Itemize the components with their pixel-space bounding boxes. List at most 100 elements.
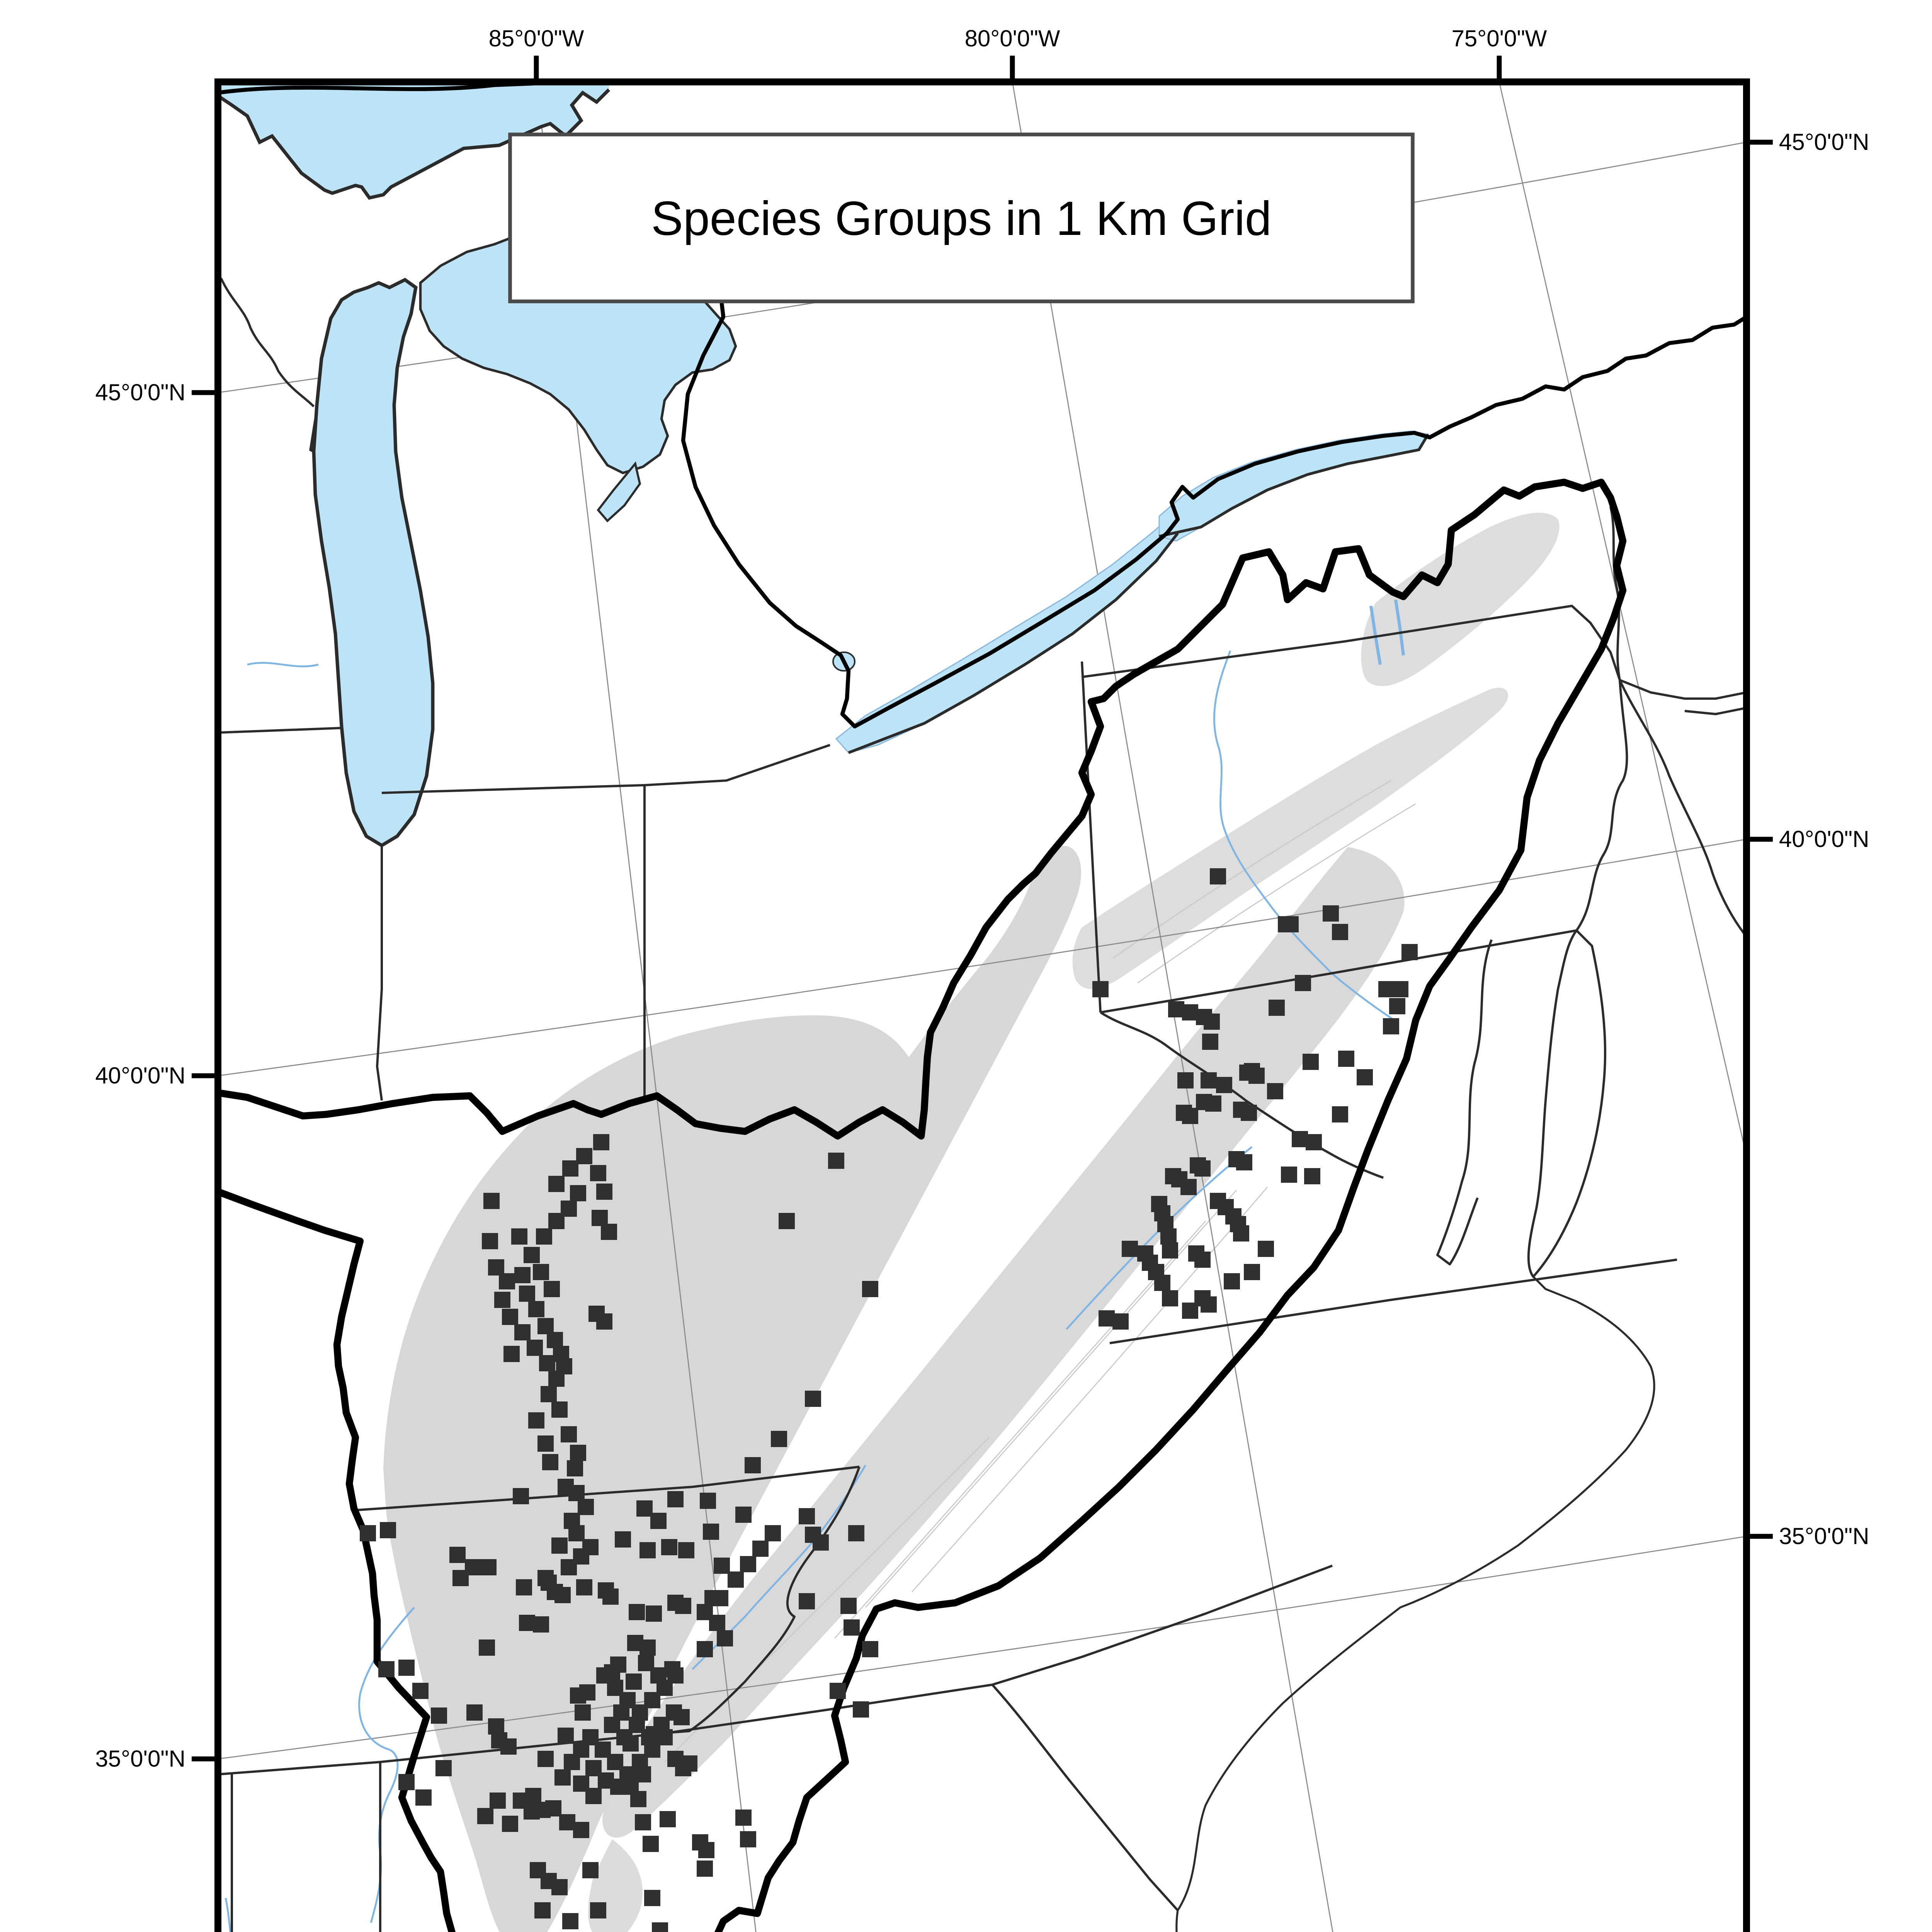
spider-marker (562, 1913, 578, 1929)
spider-marker (1357, 1069, 1373, 1085)
spider-marker (582, 1539, 599, 1555)
spider-marker (596, 1313, 612, 1330)
spider-marker (650, 1513, 667, 1529)
spider-marker (480, 1559, 497, 1575)
spider-marker (431, 1708, 447, 1724)
spider-marker (412, 1683, 429, 1699)
spider-marker (740, 1831, 756, 1847)
spider-marker (524, 1247, 540, 1263)
spider-marker (779, 1213, 795, 1229)
spider-marker (697, 1861, 713, 1877)
tick-label: 35°0'0"N (95, 1746, 185, 1772)
spider-marker (622, 1735, 639, 1752)
spider-marker (525, 1788, 541, 1804)
spider-marker (558, 1728, 574, 1744)
spider-marker (494, 1292, 510, 1308)
spider-marker (548, 1176, 565, 1192)
spider-marker (582, 1862, 599, 1878)
spider-marker (1392, 981, 1408, 997)
spider-marker (558, 1479, 574, 1495)
spider-marker (675, 1598, 691, 1614)
spider-marker (1177, 1072, 1194, 1088)
spider-marker (862, 1641, 878, 1657)
spider-marker (1180, 1179, 1197, 1195)
spider-marker (667, 1491, 684, 1507)
spider-marker (1182, 1004, 1198, 1020)
spider-marker (1241, 1105, 1257, 1121)
spider-marker (1239, 1065, 1255, 1081)
spider-marker (714, 1558, 730, 1574)
spider-marker (1182, 1303, 1198, 1319)
spider-marker (697, 1641, 713, 1657)
spider-marker (570, 1185, 586, 1201)
spider-marker (1303, 1054, 1319, 1070)
spider-marker (1389, 998, 1405, 1014)
graticule-tick-labels: 85°0'0"W80°0'0"W75°0'0"W90°0'0"W85°0'0"W… (95, 26, 1869, 1772)
spider-marker (813, 1534, 829, 1551)
spider-marker (516, 1579, 532, 1595)
spider-marker (537, 1751, 554, 1767)
spider-marker (482, 1233, 498, 1249)
spider-marker (740, 1556, 756, 1572)
spider-marker (570, 1445, 586, 1461)
spider-points-layer (360, 868, 1418, 1932)
spider-marker (805, 1391, 821, 1407)
spider-marker (1244, 1264, 1260, 1280)
spider-marker (503, 1346, 520, 1362)
lake-superior (218, 82, 609, 198)
coastlines (1175, 1276, 1655, 1932)
spider-marker (554, 1769, 571, 1786)
spider-marker (551, 1401, 568, 1418)
spider-marker (1383, 1018, 1399, 1034)
spider-marker (1401, 944, 1418, 960)
spider-marker (667, 1667, 684, 1684)
spider-marker (573, 1822, 589, 1838)
spider-marker (644, 1890, 660, 1906)
spider-marker (562, 1160, 578, 1177)
spider-marker (415, 1789, 432, 1806)
spider-marker (1122, 1241, 1138, 1257)
spider-marker (590, 1165, 606, 1181)
spider-marker (575, 1704, 591, 1721)
spider-marker (1278, 916, 1294, 932)
spider-marker (1168, 1001, 1184, 1017)
spider-marker (596, 1184, 612, 1200)
spider-marker (1092, 981, 1109, 997)
spider-marker (799, 1593, 815, 1609)
lake-erie-us-shore (848, 532, 1179, 754)
spider-marker (398, 1660, 415, 1676)
spider-marker (576, 1579, 592, 1595)
tick-label: 45°0'0"N (1779, 129, 1869, 155)
spider-marker (537, 1435, 554, 1452)
spider-marker (752, 1541, 769, 1557)
spider-marker (1162, 1242, 1178, 1259)
spider-marker (398, 1774, 415, 1790)
spider-marker (567, 1460, 583, 1476)
spider-marker (536, 1228, 552, 1245)
spider-marker (830, 1683, 846, 1699)
spider-marker (548, 1371, 565, 1387)
spider-marker (561, 1201, 577, 1217)
spider-marker (1205, 1095, 1221, 1112)
spider-marker (1378, 981, 1395, 997)
spider-marker (539, 1355, 555, 1371)
spider-marker (1236, 1154, 1252, 1170)
spider-marker (1162, 1290, 1178, 1306)
spider-marker (1258, 1241, 1274, 1257)
spider-marker (635, 1814, 651, 1830)
spider-marker (700, 1493, 716, 1509)
spider-marker (551, 1879, 568, 1895)
spider-marker (844, 1619, 860, 1636)
spider-marker (1201, 1072, 1217, 1088)
spider-marker (544, 1281, 560, 1297)
spider-marker (551, 1537, 568, 1554)
spider-marker (533, 1264, 549, 1280)
spider-marker (661, 1539, 677, 1555)
spider-marker (601, 1224, 617, 1240)
spider-marker (638, 1655, 654, 1671)
spider-marker (561, 1559, 577, 1575)
study-area-boundary (218, 478, 1627, 1932)
spider-marker (840, 1598, 857, 1614)
spider-marker (528, 1412, 544, 1429)
